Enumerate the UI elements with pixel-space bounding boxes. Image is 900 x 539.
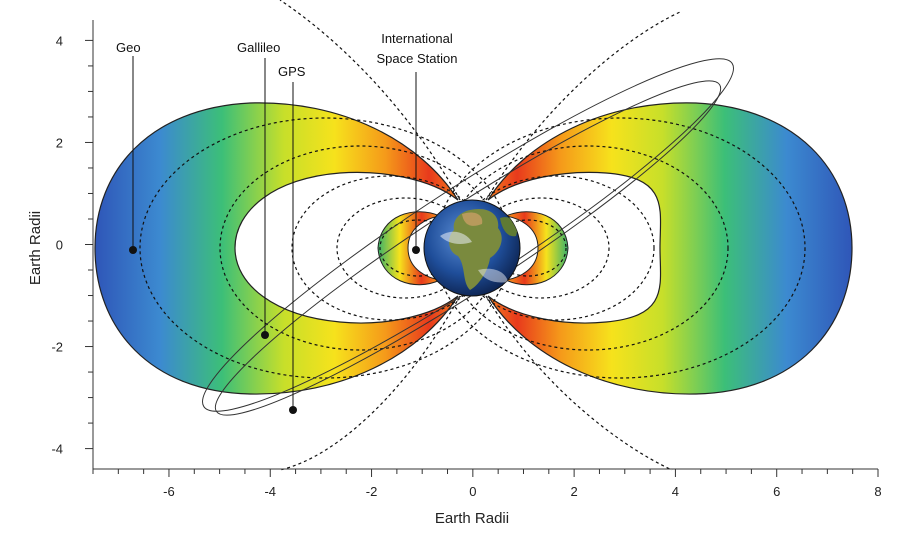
field-line-right-3	[457, 175, 655, 321]
iss-label-line1: International	[381, 31, 453, 46]
y-tick-label: 0	[56, 238, 63, 253]
iss-callout: International Space Station	[377, 31, 458, 254]
x-tick-label: 6	[773, 484, 780, 499]
field-line-open-left-upper	[279, 0, 461, 201]
iss-satellite-dot	[412, 246, 420, 254]
outer-belt-left	[94, 102, 459, 395]
y-axis-ticks: 4 2 0 -2 -4	[51, 33, 93, 457]
gps-satellite-dot	[289, 406, 297, 414]
galileo-label: Gallileo	[237, 40, 280, 55]
x-tick-label: 4	[672, 484, 679, 499]
x-tick-label: -6	[163, 484, 175, 499]
outer-belt-right	[487, 102, 853, 395]
geo-label: Geo	[116, 40, 141, 55]
galileo-satellite-dot	[261, 331, 269, 339]
outer-belt-left-shape	[94, 102, 459, 395]
x-tick-label: -2	[366, 484, 378, 499]
field-line-open-left-lower	[279, 295, 461, 471]
field-line-right-4	[447, 145, 729, 351]
field-line-open-right-upper	[485, 11, 681, 201]
inner-belt-right	[504, 211, 569, 286]
y-tick-label: 2	[56, 135, 63, 150]
x-tick-label: 0	[469, 484, 476, 499]
y-tick-label: -2	[51, 340, 63, 355]
x-axis-ticks: -6 -4 -2 0 2 4 6 8	[92, 469, 882, 499]
galileo-callout: Gallileo	[237, 40, 280, 339]
field-line-open-right-lower	[485, 295, 673, 471]
geo-satellite-dot	[129, 246, 137, 254]
gps-label: GPS	[278, 64, 306, 79]
x-axis-title: Earth Radii	[435, 510, 509, 527]
inner-belt-right-shape	[504, 211, 569, 286]
x-tick-label: -4	[264, 484, 276, 499]
gps-callout: GPS	[278, 64, 306, 414]
x-tick-label: 8	[874, 484, 881, 499]
callouts: Geo Gallileo GPS International Space Sta…	[116, 31, 457, 414]
y-axis-title: Earth Radii	[27, 211, 44, 285]
y-tick-label: -4	[51, 442, 63, 457]
iss-label-line2: Space Station	[377, 51, 458, 66]
geo-callout: Geo	[116, 40, 141, 254]
y-tick-label: 4	[56, 33, 63, 48]
x-tick-label: 2	[571, 484, 578, 499]
outer-belt-right-shape	[487, 102, 853, 395]
earth	[423, 199, 521, 297]
axes: -6 -4 -2 0 2 4 6 8 4 2 0 -2 -4 Earth Radii Earth Ra…	[27, 20, 882, 527]
